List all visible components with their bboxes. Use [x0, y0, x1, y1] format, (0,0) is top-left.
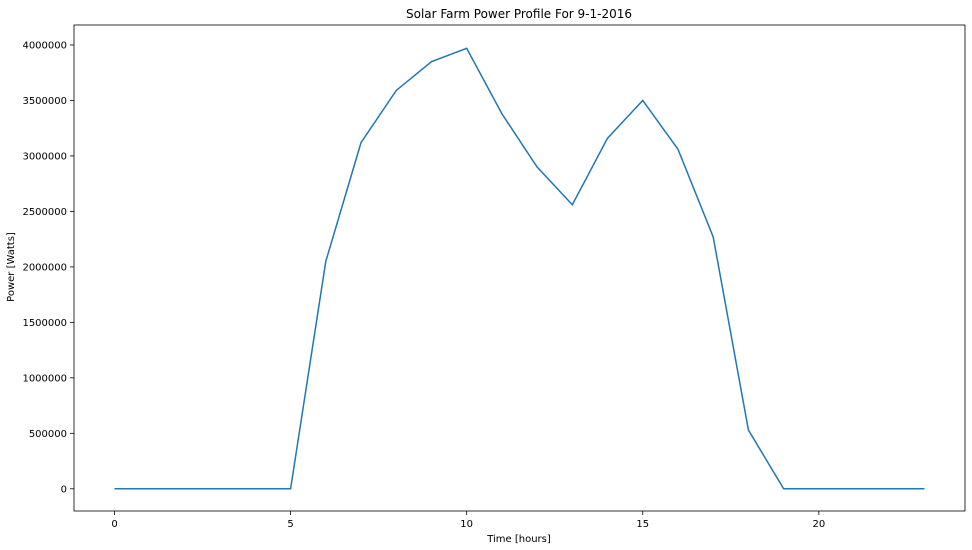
y-tick-label: 2500000	[22, 207, 67, 218]
data-point	[888, 487, 891, 490]
data-point	[606, 137, 609, 140]
data-point	[853, 487, 856, 490]
data-point	[500, 112, 503, 115]
y-tick-label: 3500000	[22, 96, 67, 107]
data-point	[360, 141, 363, 144]
data-point	[395, 89, 398, 92]
x-tick-label: 5	[287, 519, 293, 530]
x-tick-label: 20	[812, 519, 825, 530]
data-point	[113, 487, 116, 490]
y-axis-ticks: 0 500000 1000000 1500000 2000000 2500000 30000…	[22, 40, 74, 495]
data-point	[782, 487, 785, 490]
data-point	[465, 47, 468, 50]
x-axis-label: Time [hours]	[486, 534, 551, 545]
chart-title: Solar Farm Power Profile For 9-1-2016	[406, 7, 632, 21]
data-point	[219, 487, 222, 490]
data-point	[712, 235, 715, 238]
series-line-power	[114, 47, 925, 490]
data-point	[923, 487, 926, 490]
data-point	[430, 60, 433, 63]
data-point	[148, 487, 151, 490]
data-point	[324, 260, 327, 263]
data-point	[571, 203, 574, 206]
data-points	[113, 47, 926, 491]
data-point	[676, 148, 679, 151]
y-tick-label: 500000	[29, 429, 67, 440]
data-point	[817, 487, 820, 490]
y-tick-label: 0	[61, 484, 67, 495]
data-point	[254, 487, 257, 490]
y-tick-label: 1500000	[22, 318, 67, 329]
x-tick-label: 0	[111, 519, 117, 530]
plot-frame	[73, 24, 966, 512]
y-tick-label: 1000000	[22, 373, 67, 384]
plot-border	[73, 24, 966, 512]
data-point	[747, 429, 750, 432]
y-tick-label: 3000000	[22, 151, 67, 162]
x-axis-ticks: 0 5 10 15 20	[111, 511, 825, 530]
y-tick-label: 2000000	[22, 262, 67, 273]
data-point	[183, 487, 186, 490]
x-tick-label: 15	[636, 519, 649, 530]
y-axis-label: Power [Watts]	[6, 232, 17, 302]
y-tick-label: 4000000	[22, 40, 67, 51]
data-point	[641, 99, 644, 102]
data-point	[289, 487, 292, 490]
data-point	[536, 166, 539, 169]
x-tick-label: 10	[460, 519, 473, 530]
